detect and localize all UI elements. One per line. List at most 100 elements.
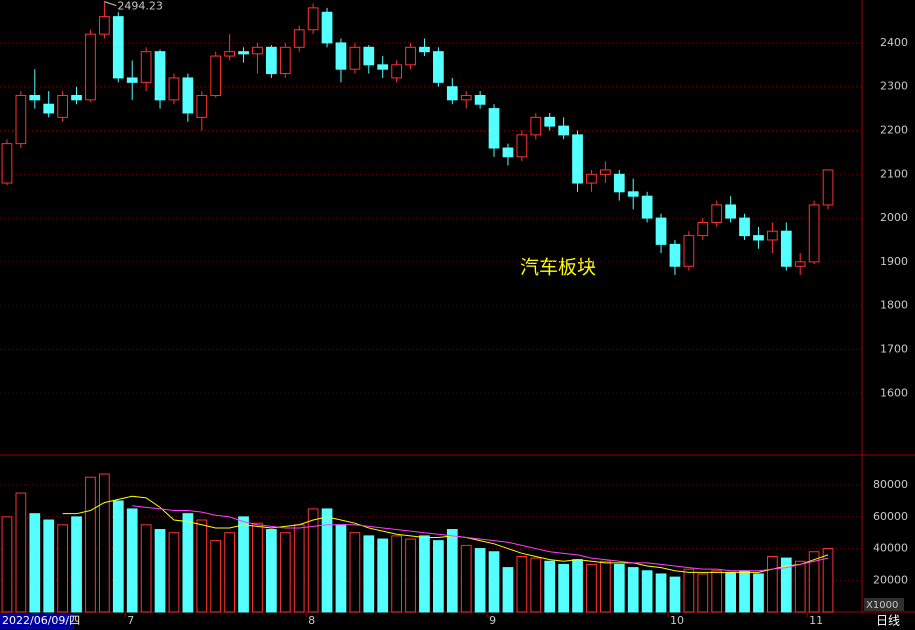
candle-body <box>572 134 583 184</box>
y2-tick-label: 40000 <box>873 542 908 555</box>
y2-tick-label: 80000 <box>873 478 908 491</box>
x-tick-label: 10 <box>670 614 684 627</box>
candle-body <box>586 173 597 184</box>
volume-bar <box>71 516 82 613</box>
x-tick-label: 8 <box>308 614 315 627</box>
volume-bar <box>29 513 41 613</box>
y-tick-label: 2200 <box>880 124 908 137</box>
volume-bar <box>57 524 68 613</box>
volume-bar <box>238 516 249 613</box>
candle-body <box>377 64 389 70</box>
candle-body <box>252 46 263 55</box>
volume-bar <box>140 524 152 613</box>
volume-bar <box>586 563 597 613</box>
period-label: 日线 <box>876 614 900 628</box>
candle-body <box>154 51 166 101</box>
candle-body <box>808 204 820 263</box>
candle-body <box>112 16 124 79</box>
volume-bar <box>822 548 834 613</box>
volume-bar <box>572 559 583 613</box>
candle-body <box>307 7 319 31</box>
candle-body <box>29 94 41 101</box>
volume-bar <box>655 573 667 613</box>
candle-body <box>363 46 375 66</box>
volume-bar <box>460 544 472 613</box>
volume-ma-line <box>132 505 829 572</box>
candle-body <box>419 46 430 53</box>
volume-bar <box>252 522 263 613</box>
volume-bar <box>739 570 750 613</box>
volume-bar <box>544 560 556 613</box>
candle-body <box>669 243 681 267</box>
candle-body <box>391 64 402 79</box>
candle-body <box>1 143 13 184</box>
volume-bar <box>558 563 569 613</box>
candle-body <box>739 217 750 237</box>
candle-body <box>460 94 472 101</box>
volume-bar <box>154 529 166 613</box>
candle-body <box>196 94 208 118</box>
candle-body <box>266 46 277 75</box>
candle-body <box>725 204 736 219</box>
volume-bar <box>488 551 500 613</box>
candle-body <box>655 217 667 245</box>
candle-body <box>238 51 249 55</box>
volume-bar <box>627 567 639 613</box>
candle-body <box>85 33 96 101</box>
candle-body <box>210 55 222 96</box>
candle-body <box>433 51 444 83</box>
candle-body <box>182 77 194 114</box>
x-tick-label: 11 <box>809 614 823 627</box>
volume-bar <box>99 473 110 613</box>
volume-bar <box>405 538 416 613</box>
volume-bar <box>725 571 736 613</box>
candle-body <box>613 173 625 193</box>
volume-unit: X1000 <box>866 600 898 611</box>
x-tick-label: 9 <box>489 614 496 627</box>
candle-body <box>711 204 723 223</box>
volume-bar <box>363 535 375 613</box>
candle-body <box>502 147 514 158</box>
volume-bar <box>321 508 333 613</box>
volume-bar <box>349 532 361 613</box>
candle-body <box>71 94 82 101</box>
volume-bar <box>600 560 611 613</box>
volume-bar <box>711 570 723 613</box>
volume-bar <box>446 529 458 613</box>
volume-bar <box>808 551 820 613</box>
volume-bar <box>210 540 222 613</box>
y-tick-label: 1800 <box>880 299 908 312</box>
volume-bar <box>266 529 277 613</box>
candle-body <box>43 103 55 114</box>
candle-body <box>15 94 27 145</box>
y-tick-label: 1600 <box>880 386 908 399</box>
volume-bar <box>168 532 180 613</box>
candle-body <box>140 51 152 83</box>
candle-body <box>405 46 416 66</box>
y-tick-label: 2400 <box>880 36 908 49</box>
candle-body <box>600 169 611 175</box>
volume-bar <box>182 513 194 613</box>
candle-body <box>349 46 361 70</box>
volume-ma-line <box>62 495 829 573</box>
date-box <box>0 613 74 629</box>
volume-bar <box>224 532 235 613</box>
volume-bar <box>43 519 55 613</box>
candle-body <box>446 86 458 101</box>
y2-tick-label: 60000 <box>873 510 908 523</box>
candle-body <box>627 191 639 197</box>
volume-bar <box>377 538 389 613</box>
candle-body <box>126 77 138 83</box>
candle-body <box>544 116 556 127</box>
volume-bar <box>196 519 208 613</box>
candle-body <box>516 134 528 158</box>
volume-bar <box>112 500 124 613</box>
y-tick-label: 1900 <box>880 255 908 268</box>
volume-bar <box>126 508 138 613</box>
volume-bar <box>683 568 695 613</box>
candle-body <box>558 125 569 136</box>
volume-bar <box>419 535 430 613</box>
candle-body <box>293 29 305 48</box>
candle-body <box>683 235 695 267</box>
candle-body <box>753 235 764 241</box>
